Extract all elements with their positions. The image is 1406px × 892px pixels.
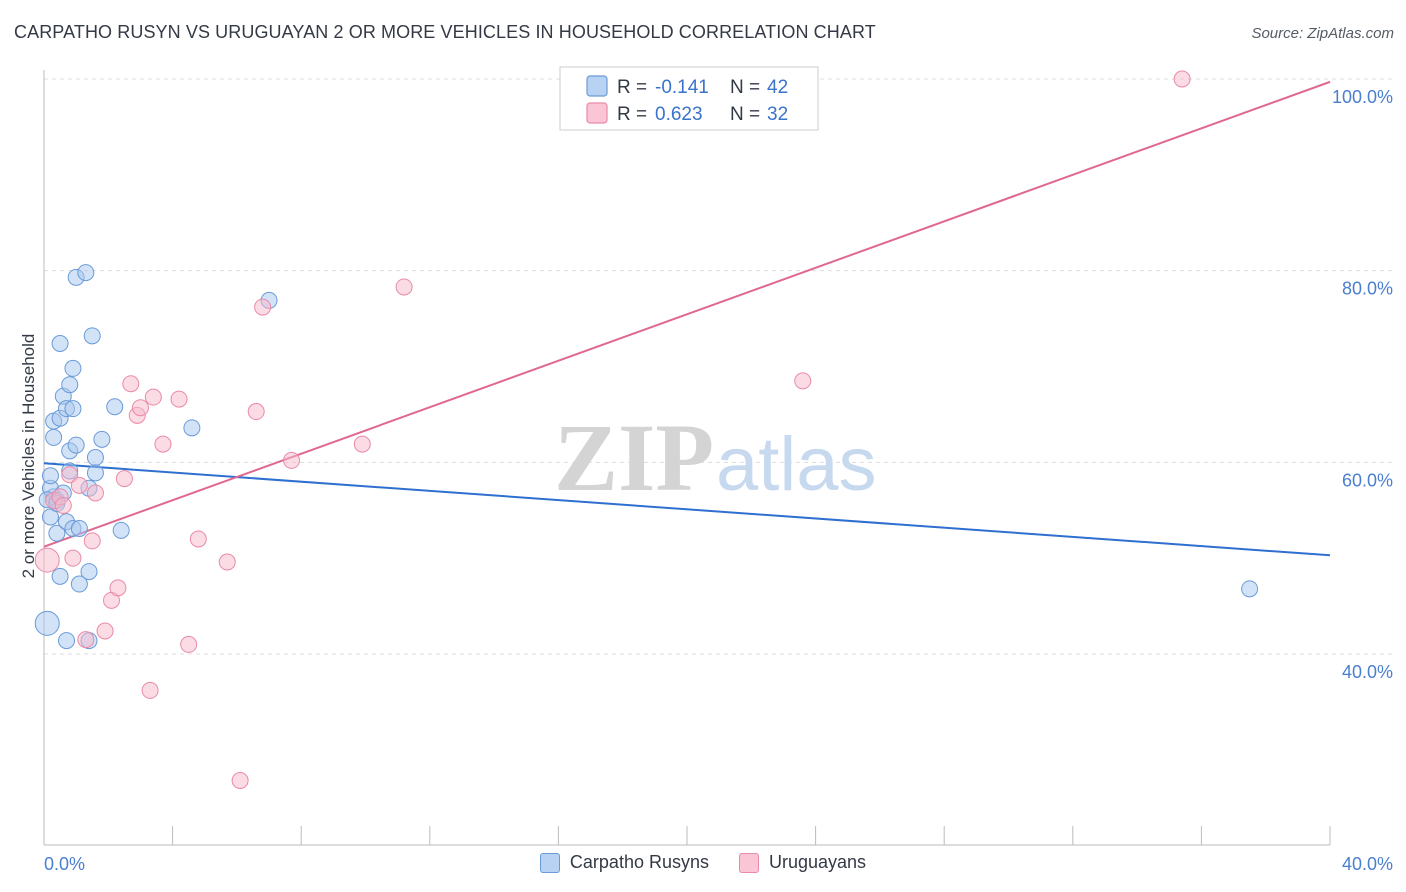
source-label: Source: ZipAtlas.com bbox=[1251, 25, 1394, 42]
legend-n-label: N = bbox=[730, 77, 760, 98]
data-points bbox=[34, 70, 1259, 789]
point-uruguayans bbox=[131, 399, 149, 417]
point-uruguayans bbox=[96, 622, 114, 640]
point-carpatho-rusyns bbox=[70, 575, 88, 593]
point-carpatho-rusyns bbox=[1241, 580, 1259, 598]
legend-label-carpatho-rusyns: Carpatho Rusyns bbox=[569, 852, 709, 872]
legend-r-value: 0.623 bbox=[655, 104, 703, 125]
y-axis-label: 2 or more Vehicles in Household bbox=[19, 334, 38, 579]
x-tick-labels: 0.0% 40.0% bbox=[44, 854, 1393, 874]
legend-item-uruguayans[interactable]: Uruguayans bbox=[739, 852, 866, 873]
y-tick-labels: 40.0% 60.0% 80.0% 100.0% bbox=[1332, 87, 1393, 682]
point-uruguayans bbox=[109, 579, 127, 597]
legend-box: R = -0.141 N = 42 R = 0.623 N = 32 bbox=[559, 66, 819, 131]
trend-line-uruguayans bbox=[43, 80, 1331, 548]
point-uruguayans bbox=[353, 435, 371, 453]
y-tick-label: 100.0% bbox=[1332, 87, 1393, 107]
point-uruguayans bbox=[141, 681, 159, 699]
point-carpatho-rusyns bbox=[58, 632, 76, 650]
x-tick-label-max: 40.0% bbox=[1342, 854, 1393, 874]
point-uruguayans bbox=[54, 496, 72, 514]
point-uruguayans bbox=[115, 470, 133, 488]
y-tick-label: 80.0% bbox=[1342, 279, 1393, 299]
point-uruguayans bbox=[64, 549, 82, 567]
point-uruguayans bbox=[61, 466, 79, 484]
point-uruguayans bbox=[395, 278, 413, 296]
point-carpatho-rusyns bbox=[77, 264, 95, 282]
point-carpatho-rusyns bbox=[112, 521, 130, 539]
legend-r-label: R = bbox=[617, 104, 647, 125]
legend-box-swatch bbox=[586, 75, 608, 97]
chart-title: CARPATHO RUSYN VS URUGUAYAN 2 OR MORE VE… bbox=[14, 22, 876, 42]
legend-swatch-blue bbox=[539, 852, 560, 873]
point-carpatho-rusyns bbox=[83, 327, 101, 345]
point-uruguayans bbox=[144, 388, 162, 406]
point-uruguayans bbox=[77, 631, 95, 649]
point-carpatho-rusyns bbox=[106, 398, 124, 416]
point-uruguayans bbox=[86, 484, 104, 502]
point-uruguayans bbox=[231, 772, 249, 789]
y-tick-label: 40.0% bbox=[1342, 662, 1393, 682]
point-carpatho-rusyns bbox=[51, 335, 69, 352]
point-uruguayans bbox=[189, 530, 207, 548]
point-carpatho-rusyns bbox=[45, 428, 63, 446]
legend-n-label: N = bbox=[730, 104, 760, 125]
point-carpatho-rusyns bbox=[93, 430, 111, 448]
legend-n-value: 32 bbox=[767, 104, 788, 125]
x-tick-label-min: 0.0% bbox=[44, 854, 85, 874]
point-uruguayans bbox=[34, 547, 60, 573]
point-uruguayans bbox=[283, 451, 301, 469]
legend-r-label: R = bbox=[617, 77, 647, 98]
point-carpatho-rusyns bbox=[41, 467, 59, 485]
point-carpatho-rusyns bbox=[80, 563, 98, 581]
legend-n-value: 42 bbox=[767, 77, 788, 98]
trend-lines bbox=[43, 80, 1331, 557]
point-uruguayans bbox=[70, 476, 88, 494]
point-carpatho-rusyns bbox=[86, 464, 104, 482]
bottom-legend: Carpatho Rusyns Uruguayans bbox=[0, 852, 1406, 873]
gridlines bbox=[44, 78, 1392, 655]
point-uruguayans bbox=[1173, 70, 1191, 88]
legend-label-uruguayans: Uruguayans bbox=[769, 852, 867, 872]
point-carpatho-rusyns bbox=[51, 567, 69, 585]
watermark-zip: ZIP bbox=[554, 404, 714, 511]
axes bbox=[43, 70, 1331, 846]
point-uruguayans bbox=[218, 553, 236, 571]
point-carpatho-rusyns bbox=[64, 359, 82, 377]
point-uruguayans bbox=[247, 403, 265, 421]
point-uruguayans bbox=[254, 298, 272, 316]
point-uruguayans bbox=[154, 435, 172, 453]
point-carpatho-rusyns bbox=[183, 419, 201, 437]
point-uruguayans bbox=[83, 532, 101, 550]
legend-r-value: -0.141 bbox=[655, 77, 709, 98]
point-carpatho-rusyns bbox=[64, 400, 82, 418]
y-tick-label: 60.0% bbox=[1342, 470, 1393, 490]
point-carpatho-rusyns bbox=[34, 610, 60, 636]
point-carpatho-rusyns bbox=[70, 519, 88, 537]
point-uruguayans bbox=[170, 390, 188, 408]
legend-item-carpatho-rusyns[interactable]: Carpatho Rusyns bbox=[539, 852, 709, 873]
watermark-atlas: atlas bbox=[716, 422, 877, 507]
legend-box-swatch bbox=[586, 102, 608, 124]
point-uruguayans bbox=[794, 372, 812, 390]
point-carpatho-rusyns bbox=[48, 524, 66, 542]
point-uruguayans bbox=[180, 635, 198, 653]
point-uruguayans bbox=[122, 375, 140, 393]
point-carpatho-rusyns bbox=[67, 436, 85, 454]
trend-line-carpatho-rusyns bbox=[43, 462, 1331, 557]
watermark: ZIP atlas bbox=[554, 404, 877, 511]
point-carpatho-rusyns bbox=[61, 376, 79, 394]
point-carpatho-rusyns bbox=[86, 449, 104, 467]
legend-swatch-pink bbox=[739, 852, 759, 873]
